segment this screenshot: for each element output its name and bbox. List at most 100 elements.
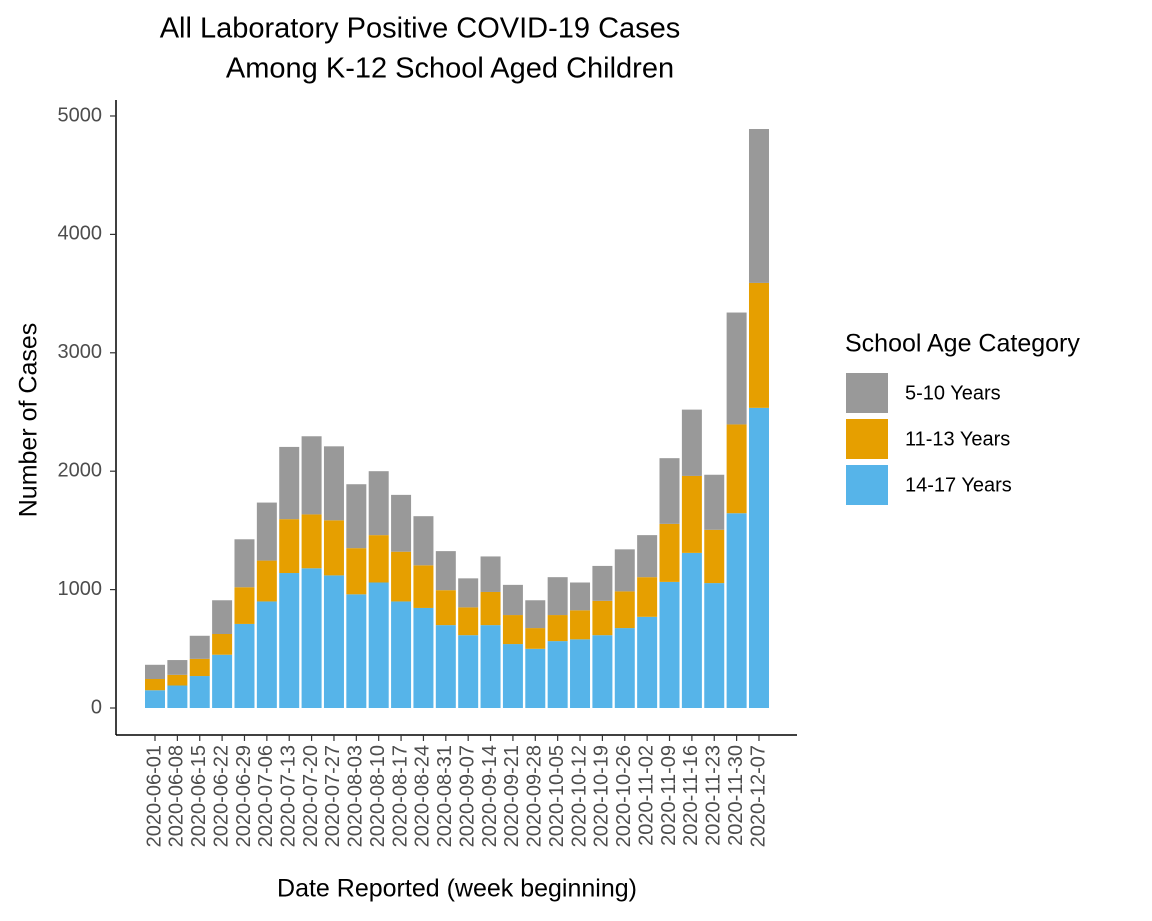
bar-segment [234, 587, 255, 624]
x-tick-label: 2020-09-14 [479, 745, 501, 847]
bar-segment [391, 601, 412, 709]
x-tick-label: 2020-11-09 [658, 745, 680, 846]
bar-segment [704, 474, 725, 530]
y-tick-label: 2000 [58, 459, 103, 481]
x-tick-label: 2020-07-20 [300, 745, 322, 847]
x-tick-label: 2020-06-01 [143, 745, 165, 847]
x-tick-label: 2020-09-28 [524, 745, 546, 847]
bar-segment [167, 674, 188, 686]
bar-segment [525, 600, 546, 629]
bar-segment [212, 634, 233, 655]
bar-segment [346, 548, 367, 595]
x-tick-label: 2020-07-06 [255, 745, 277, 847]
x-tick-label: 2020-11-16 [680, 745, 702, 846]
y-tick-label: 4000 [58, 223, 103, 245]
bar-segment [413, 607, 434, 709]
x-tick-label: 2020-08-24 [412, 745, 434, 847]
x-tick-label: 2020-11-30 [725, 745, 747, 846]
bar-segment [704, 583, 725, 709]
y-tick-label: 5000 [58, 104, 103, 126]
bar-segment [234, 623, 255, 709]
x-tick-label: 2020-07-27 [322, 745, 344, 847]
x-tick-label: 2020-10-26 [613, 745, 635, 847]
x-axis-label: Date Reported (week beginning) [277, 875, 637, 903]
bar-segment [323, 446, 344, 521]
bar-segment [659, 523, 680, 582]
legend-swatch [846, 465, 888, 505]
bar-segment [256, 601, 277, 709]
bar-segment [323, 520, 344, 576]
bar-segment [435, 590, 456, 626]
bar-segment [212, 600, 233, 635]
x-tick-label: 2020-10-12 [568, 745, 590, 847]
bar-segment [704, 529, 725, 584]
x-tick-label: 2020-06-15 [188, 745, 210, 847]
bar-segment [234, 539, 255, 588]
bar-segment [637, 535, 658, 578]
bar-segment [592, 635, 613, 709]
y-tick-label: 1000 [58, 578, 103, 600]
bar-segment [726, 424, 747, 514]
bar-segment [212, 654, 233, 709]
bar-segment [547, 641, 568, 709]
legend-label: 5-10 Years [905, 382, 1001, 404]
bar-segment [301, 436, 322, 515]
bar-segment [323, 575, 344, 709]
bar-segment [614, 591, 635, 629]
bar-segment [726, 513, 747, 709]
bar-segment [346, 594, 367, 709]
x-tick-label: 2020-11-02 [635, 745, 657, 846]
x-tick-label: 2020-09-07 [456, 745, 478, 847]
bar-segment [458, 635, 479, 709]
bar-segment [346, 484, 367, 549]
bar-segment [435, 625, 456, 709]
bar-segment [167, 685, 188, 709]
bar-segment [391, 494, 412, 552]
bar-segment [726, 312, 747, 425]
bar-segment [279, 519, 300, 574]
bar-segment [614, 628, 635, 709]
bar-segment [502, 615, 523, 645]
x-tick-label: 2020-06-29 [233, 745, 255, 847]
bar-segment [614, 549, 635, 592]
bar-segment [167, 660, 188, 675]
legend-swatch [846, 373, 888, 413]
bar-segment [301, 514, 322, 569]
legend-label: 14-17 Years [905, 474, 1012, 496]
bar-segment [189, 658, 210, 677]
y-tick-label: 3000 [58, 341, 103, 363]
x-tick-label: 2020-08-31 [434, 745, 456, 847]
x-tick-label: 2020-08-17 [389, 745, 411, 847]
legend-swatch [846, 419, 888, 459]
bar-segment [547, 615, 568, 642]
bar-segment [435, 551, 456, 591]
bar-segment [748, 282, 769, 408]
x-tick-label: 2020-06-22 [210, 745, 232, 847]
bar-segment [547, 577, 568, 616]
legend-label: 11-13 Years [905, 428, 1010, 450]
chart-title: Among K-12 School Aged Children [226, 53, 674, 85]
bar-segment [681, 409, 702, 476]
bar-segment [637, 577, 658, 617]
bar-segment [145, 690, 165, 709]
x-tick-label: 2020-10-05 [546, 745, 568, 847]
legend-title: School Age Category [845, 330, 1080, 358]
bar-segment [502, 584, 523, 616]
x-tick-label: 2020-06-08 [166, 745, 188, 847]
bar-segment [570, 582, 591, 611]
bar-segment [279, 573, 300, 709]
bar-segment [145, 678, 165, 691]
bar-segment [681, 475, 702, 553]
bar-segment [301, 568, 322, 709]
bar-segment [458, 578, 479, 608]
bar-segment [748, 129, 769, 283]
x-tick-label: 2020-12-07 [747, 745, 769, 847]
bar-segment [659, 458, 680, 524]
bar-segment [637, 616, 658, 709]
bar-segment [480, 556, 501, 592]
x-tick-label: 2020-09-21 [501, 745, 523, 847]
bar-segment [391, 551, 412, 602]
bar-segment [570, 610, 591, 640]
